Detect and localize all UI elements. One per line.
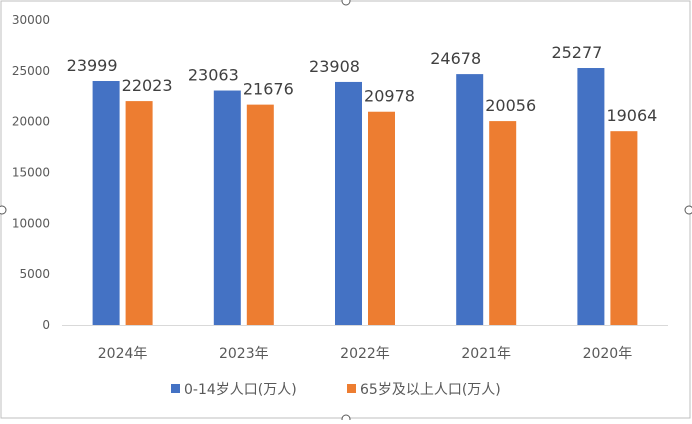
bar-age-65-plus[interactable] <box>246 104 274 325</box>
data-label: 21676 <box>243 80 294 99</box>
resize-handle-top[interactable] <box>341 0 351 6</box>
x-tick-label: 2024年 <box>98 346 148 362</box>
x-tick-label: 2020年 <box>583 346 633 362</box>
data-label: 23999 <box>67 56 118 75</box>
data-label: 20978 <box>364 87 415 106</box>
resize-handle-left[interactable] <box>0 205 7 215</box>
data-label: 19064 <box>606 106 657 125</box>
bar-age-65-plus[interactable] <box>610 131 638 325</box>
y-tick-label: 10000 <box>12 216 50 230</box>
data-label: 22023 <box>122 76 173 95</box>
bar-age-0-14[interactable] <box>213 90 241 325</box>
bar-age-65-plus[interactable] <box>489 121 517 325</box>
data-label: 25277 <box>551 43 602 62</box>
y-tick-label: 15000 <box>12 166 50 180</box>
legend: 0-14岁人口(万人) 65岁及以上人口(万人) <box>171 382 501 398</box>
y-tick-label: 30000 <box>12 13 50 27</box>
data-label: 20056 <box>485 96 536 115</box>
legend-swatch <box>347 384 356 393</box>
data-label: 23908 <box>309 57 360 76</box>
x-tick-label: 2023年 <box>219 346 269 362</box>
bar-age-0-14[interactable] <box>335 81 362 325</box>
resize-handle-bottom[interactable] <box>341 414 351 424</box>
bar-age-0-14[interactable] <box>577 68 605 326</box>
legend-label[interactable]: 65岁及以上人口(万人) <box>360 382 501 398</box>
resize-handle-right[interactable] <box>684 205 692 215</box>
bar-age-65-plus[interactable] <box>368 111 395 325</box>
legend-label[interactable]: 0-14岁人口(万人) <box>184 382 297 398</box>
data-label: 23063 <box>188 66 239 85</box>
legend-swatch <box>171 384 180 393</box>
bars <box>92 68 638 326</box>
y-tick-label: 0 <box>42 318 50 332</box>
y-axis: 0 5000 10000 15000 20000 25000 30000 <box>12 13 50 332</box>
x-tick-label: 2022年 <box>340 346 390 362</box>
bar-age-0-14[interactable] <box>456 74 484 326</box>
bar-age-65-plus[interactable] <box>125 101 153 325</box>
data-label: 24678 <box>430 49 481 68</box>
x-axis: 2024年 2023年 2022年 2021年 2020年 <box>62 325 668 362</box>
y-tick-label: 20000 <box>12 115 50 129</box>
x-tick-label: 2021年 <box>461 346 511 362</box>
bar-age-0-14[interactable] <box>92 81 120 326</box>
y-tick-label: 25000 <box>12 64 50 78</box>
y-tick-label: 5000 <box>19 267 50 281</box>
